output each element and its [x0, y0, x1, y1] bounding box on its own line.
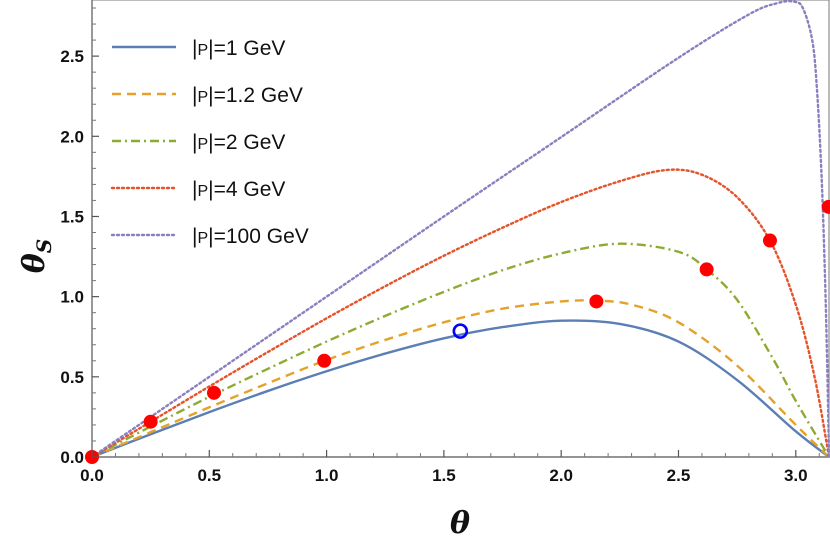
- legend-label-value-1: |=1 GeV: [208, 37, 285, 60]
- filled-marker-3: [206, 385, 221, 400]
- series-line-2: [91, 299, 830, 459]
- legend-label-value-3: |=2 GeV: [208, 131, 285, 154]
- legend-label-bar-1: |: [192, 37, 197, 60]
- filled-marker-2: [143, 414, 158, 429]
- legend-label-p-2: P: [197, 89, 208, 106]
- open-marker-1: [452, 323, 469, 339]
- svg-text:θS: θS: [17, 239, 56, 273]
- legend-label-3: |P|=2 GeV: [192, 131, 285, 154]
- plot-frame: [91, 0, 830, 458]
- x-axis-label: θ: [450, 506, 470, 541]
- legend-label-2: |P|=1.2 GeV: [192, 84, 303, 107]
- filled-marker-8: [821, 199, 830, 214]
- y-axis-ticks: 0.0 0.5 1.0 1.5 2.0 2.5: [60, 7, 99, 467]
- x-axis-ticks: 0.0 0.5 1.0 1.5 2.0 2.5 3.0: [80, 450, 820, 485]
- legend-label-5: |P|=100 GeV: [192, 225, 309, 248]
- series-line-1: [91, 319, 830, 459]
- legend: |P|=1 GeV|P|=1.2 GeV|P|=2 GeV|P|=4 GeV|P…: [110, 37, 309, 248]
- y-tick-label-4: 1.5: [60, 207, 84, 226]
- legend-label-value-2: |=1.2 GeV: [208, 84, 303, 107]
- legend-label-p-5: P: [197, 230, 208, 247]
- y-tick-label-3: 1.0: [60, 288, 84, 307]
- series-line-3: [91, 242, 830, 459]
- y-axis-label-sub: S: [32, 239, 56, 253]
- filled-marker-7: [762, 233, 777, 248]
- x-tick-label-1: 0.0: [80, 466, 104, 485]
- legend-label-bar-5: |: [192, 225, 197, 248]
- x-tick-label-5: 2.0: [549, 466, 573, 485]
- x-tick-label-6: 2.5: [667, 466, 691, 485]
- legend-label-p-3: P: [197, 136, 208, 153]
- x-tick-label-7: 3.0: [784, 466, 808, 485]
- legend-label-bar-3: |: [192, 131, 197, 154]
- filled-marker-6: [699, 262, 714, 277]
- legend-label-value-4: |=4 GeV: [208, 178, 285, 201]
- x-tick-label-2: 0.5: [197, 466, 221, 485]
- series-line-4: [90, 168, 830, 459]
- x-tick-label-4: 1.5: [432, 466, 456, 485]
- y-axis-label: θS: [17, 239, 56, 273]
- series-group: [90, 0, 830, 459]
- legend-label-p-4: P: [197, 183, 208, 200]
- legend-label-4: |P|=4 GeV: [192, 178, 285, 201]
- x-tick-label-3: 1.0: [315, 466, 339, 485]
- legend-label-bar-4: |: [192, 178, 197, 201]
- legend-label-bar-2: |: [192, 84, 197, 107]
- y-axis-label-main: θ: [17, 253, 52, 273]
- y-tick-label-6: 2.5: [60, 47, 84, 66]
- legend-label-value-5: |=100 GeV: [208, 225, 309, 248]
- y-tick-label-2: 0.5: [60, 368, 84, 387]
- series-line-5: [90, 0, 830, 459]
- filled-marker-5: [589, 294, 604, 309]
- y-tick-label-5: 2.0: [60, 127, 84, 146]
- markers-group: [85, 199, 830, 464]
- filled-marker-4: [317, 353, 332, 368]
- legend-label-p-1: P: [197, 42, 208, 59]
- legend-label-1: |P|=1 GeV: [192, 37, 285, 60]
- y-tick-label-1: 0.0: [60, 448, 84, 467]
